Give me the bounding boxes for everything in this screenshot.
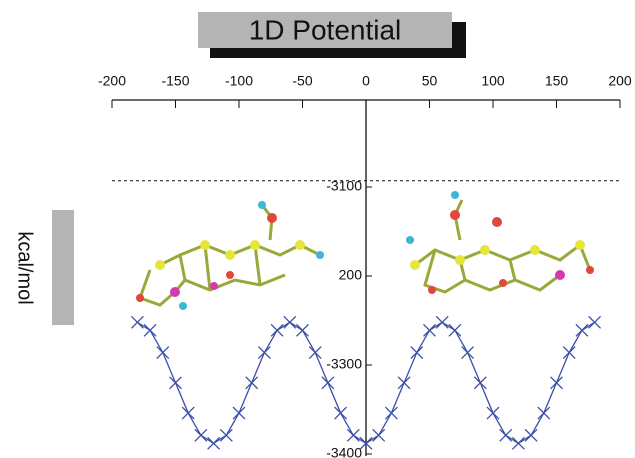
point-marker [435, 315, 449, 329]
point-marker [143, 323, 157, 337]
chart-title: 1D Potential [249, 14, 402, 45]
point-marker [257, 346, 271, 359]
point-marker [169, 376, 182, 390]
x-tick-label: 0 [362, 73, 370, 89]
x-tick-label: -200 [98, 73, 126, 89]
point-marker [524, 428, 538, 442]
point-marker [156, 346, 170, 359]
y-tick-label: -3400 [326, 445, 362, 458]
point-marker [511, 436, 525, 450]
point-marker [384, 406, 398, 420]
y-tick-label: 200 [339, 267, 363, 283]
point-marker [219, 428, 233, 442]
point-marker [448, 323, 462, 337]
point-marker [499, 428, 513, 442]
point-marker [486, 406, 500, 420]
y-axis-label: kcal/mol [14, 231, 36, 304]
point-marker [359, 436, 373, 450]
point-marker [207, 436, 221, 450]
point-marker [245, 376, 259, 390]
point-marker [346, 428, 360, 442]
point-marker [334, 406, 348, 420]
point-marker [423, 323, 436, 337]
point-marker [270, 323, 284, 337]
point-marker [372, 428, 386, 442]
point-marker [550, 376, 563, 390]
point-marker [321, 376, 335, 390]
point-marker [537, 406, 551, 420]
molecule-atoms [136, 201, 324, 310]
y-label-box [52, 210, 74, 325]
point-marker [194, 428, 208, 442]
x-tick-label: 50 [422, 73, 438, 89]
point-marker [397, 376, 411, 390]
x-tick-label: 200 [608, 73, 632, 89]
x-tick-label: 150 [545, 73, 569, 89]
point-marker [461, 346, 475, 359]
point-marker [308, 346, 322, 359]
point-marker [283, 315, 297, 329]
point-marker [410, 346, 424, 359]
molecule-atoms [406, 191, 594, 294]
point-marker [473, 376, 487, 390]
point-marker [296, 323, 309, 337]
molecule [414, 199, 592, 294]
point-marker [575, 323, 589, 337]
x-tick-label: -100 [225, 73, 253, 89]
molecule [138, 204, 321, 307]
point-marker [181, 406, 195, 420]
y-tick-label: -3300 [326, 356, 362, 372]
x-tick-label: -50 [292, 73, 312, 89]
point-marker [588, 315, 602, 329]
x-tick-label: -150 [161, 73, 189, 89]
point-marker [232, 406, 246, 420]
title-box [198, 12, 452, 48]
x-tick-label: 100 [481, 73, 505, 89]
y-tick-label: -3100 [326, 178, 362, 194]
point-marker [562, 346, 576, 359]
point-marker [130, 315, 144, 329]
